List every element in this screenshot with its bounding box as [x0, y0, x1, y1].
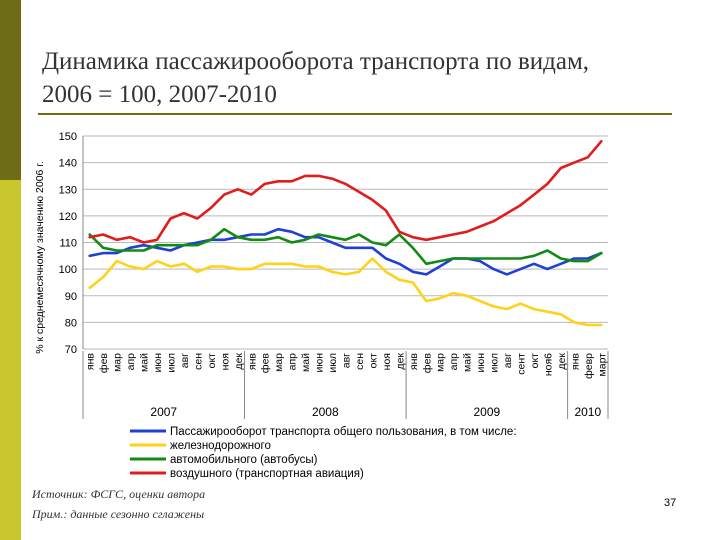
- series-line-2: [88, 257, 603, 327]
- y-axis-label: % к среднемесячному значению 2006 г.: [34, 161, 46, 354]
- series-line-1: [88, 227, 603, 276]
- x-tick-label: май: [462, 353, 474, 372]
- x-tick-label: июл: [489, 353, 501, 373]
- x-tick-label: ноя: [381, 353, 393, 370]
- y-tick-label: 80: [65, 317, 77, 329]
- x-tick-label: мар: [112, 353, 124, 372]
- legend-label-2: железнодорожного: [170, 440, 271, 452]
- y-tick-label: 150: [59, 131, 77, 143]
- x-tick-label: сен: [192, 353, 204, 370]
- x-tick-label: мар: [435, 353, 447, 372]
- x-tick-label: февр: [583, 353, 595, 379]
- y-tick-label: 110: [59, 238, 77, 250]
- x-tick-label: янв: [569, 353, 581, 370]
- x-tick-label: апр: [125, 353, 137, 371]
- series-line-4: [88, 139, 603, 244]
- x-tick-label: июн: [475, 353, 487, 373]
- x-tick-label: окт: [529, 353, 541, 369]
- x-tick-label: авг: [502, 353, 514, 368]
- x-tick-label: ноя: [219, 353, 231, 370]
- sidebar-accent-dark: [0, 0, 21, 180]
- x-tick-label: июл: [166, 353, 178, 373]
- x-tick-label: апр: [287, 353, 299, 371]
- x-tick-label: июн: [152, 353, 164, 373]
- series-line-3: [88, 227, 603, 266]
- y-tick-label: 130: [59, 184, 77, 196]
- x-tick-label: дек: [394, 353, 406, 370]
- x-tick-label: янв: [85, 353, 97, 370]
- year-label: 2008: [312, 405, 339, 419]
- year-label: 2009: [473, 405, 500, 419]
- x-tick-label: янв: [246, 353, 258, 370]
- x-tick-label: окт: [206, 353, 218, 369]
- smoothing-note: Прим.: данные сезонно сглажены: [32, 507, 205, 521]
- slide-title: Динамика пассажирооборота транспорта по …: [42, 45, 682, 111]
- y-tick-label: 70: [65, 344, 77, 356]
- y-tick-label: 90: [65, 291, 77, 303]
- x-tick-label: май: [139, 353, 151, 372]
- legend-label-1: Пассажирооборот транспорта общего пользо…: [170, 426, 517, 438]
- title-line-2: 2006 = 100, 2007-2010: [42, 81, 277, 108]
- year-label: 2010: [574, 405, 601, 419]
- x-tick-label: июн: [314, 353, 326, 373]
- x-tick-label: май: [300, 353, 312, 372]
- legend-label-3: автомобильного (автобусы): [170, 454, 318, 466]
- x-tick-label: фев: [260, 353, 272, 373]
- x-tick-label: март: [596, 353, 608, 377]
- line-chart: 70 80 90 100 110 120 130 140 150 % к среднемесячн…: [34, 131, 609, 480]
- x-tick-label: ноя6: [542, 353, 554, 376]
- x-tick-label: дек: [556, 353, 568, 370]
- y-tick-label: 120: [59, 211, 77, 223]
- sidebar-accent-light: [0, 180, 21, 540]
- page-number: 37: [664, 497, 677, 509]
- x-tick-label: дек: [233, 353, 245, 370]
- y-tick-label: 140: [59, 158, 77, 170]
- legend-label-4: воздушного (транспортная авиация): [170, 468, 364, 480]
- source-note: Источник: ФСГС, оценки автора: [32, 487, 206, 501]
- year-label: 2007: [150, 405, 177, 419]
- x-tick-label: сен: [354, 353, 366, 370]
- x-tick-label: авг: [179, 353, 191, 368]
- x-tick-label: янв: [408, 353, 420, 370]
- x-tick-label: июл: [327, 353, 339, 373]
- x-tick-label: фев: [421, 353, 433, 373]
- x-tick-label: апр: [448, 353, 460, 371]
- x-tick-label: окт: [367, 353, 379, 369]
- x-tick-label: фев: [98, 353, 110, 373]
- x-tick-label: мар: [273, 353, 285, 372]
- title-line-1: Динамика пассажирооборота транспорта по …: [42, 48, 590, 75]
- x-tick-label: сент: [516, 353, 528, 375]
- y-tick-label: 100: [59, 264, 77, 276]
- x-tick-label: авг: [341, 353, 353, 368]
- title-divider: [38, 113, 672, 115]
